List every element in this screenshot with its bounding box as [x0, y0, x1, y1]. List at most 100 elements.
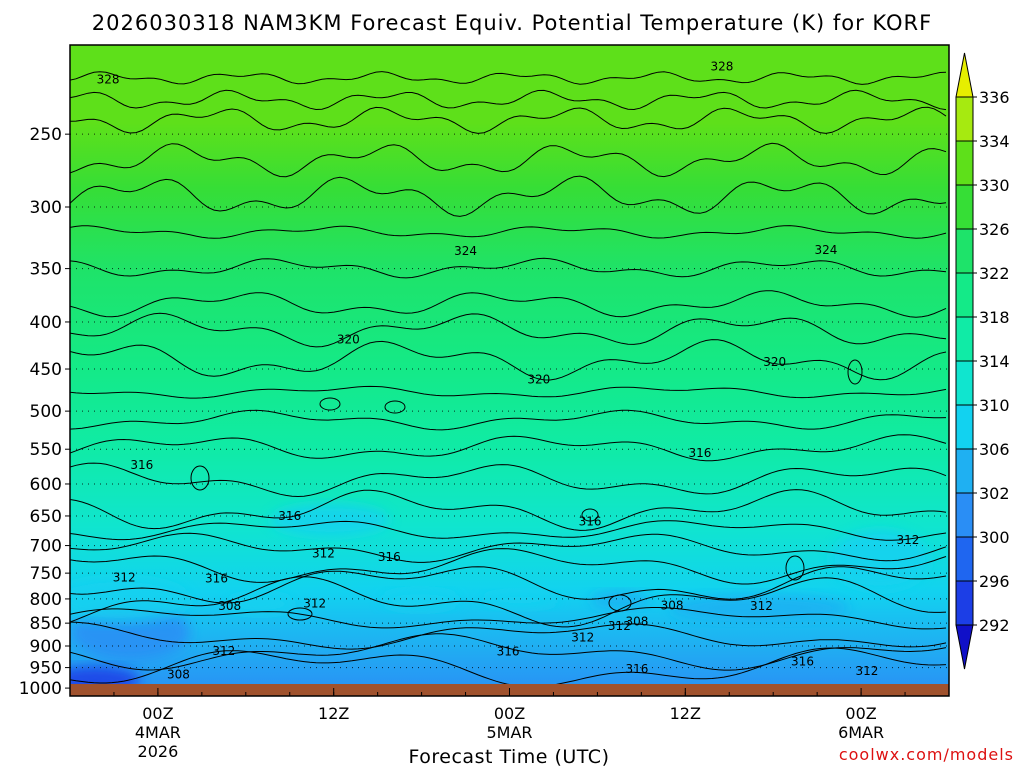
- contour-label: 316: [626, 662, 649, 676]
- contour-line: [70, 142, 947, 178]
- x-tick-label: 2026: [138, 742, 179, 761]
- x-tick-label: 00Z: [845, 704, 876, 723]
- field-anomaly: [70, 578, 190, 622]
- contour-line: [70, 520, 947, 541]
- y-tick-label: 550: [30, 440, 62, 460]
- colorbar-label: 310: [979, 396, 1010, 415]
- contour-label: 312: [212, 644, 235, 658]
- colorbar-swatch: [955, 360, 974, 406]
- x-axis-label: Forecast Time (UTC): [409, 746, 610, 768]
- x-tick-label: 00Z: [142, 704, 173, 723]
- contour-label: 312: [750, 599, 773, 613]
- colorbar-swatch: [955, 140, 974, 186]
- contour-label: 316: [791, 655, 814, 669]
- y-tick-label: 350: [30, 260, 62, 280]
- contour-lines: [70, 71, 947, 688]
- y-tick-label: 1000: [19, 679, 62, 699]
- contour-line: [70, 106, 947, 134]
- colorbar-label: 334: [979, 132, 1010, 151]
- contour-label: 316: [278, 509, 301, 523]
- field-anomaly: [225, 594, 295, 614]
- field-anomaly: [670, 594, 850, 622]
- colorbar-swatch: [955, 316, 974, 362]
- contour-line: [70, 225, 947, 239]
- colorbar-label: 318: [979, 308, 1010, 327]
- contour-label: 320: [527, 373, 550, 387]
- y-tick-label: 850: [30, 614, 62, 634]
- contour-label: 316: [378, 550, 401, 564]
- contour-label: 316: [130, 458, 153, 472]
- plot-background: [70, 45, 949, 696]
- colorbar-swatch: [955, 228, 974, 274]
- x-tick-label: 4MAR: [135, 723, 181, 742]
- colorbar-low-arrow: [955, 624, 974, 670]
- y-tick-label: 250: [30, 125, 62, 145]
- contour-label: 308: [218, 599, 241, 613]
- y-tick-label: 800: [30, 590, 62, 610]
- contour-label: 316: [579, 514, 602, 528]
- colorbar-label: 300: [979, 528, 1010, 547]
- y-axis: 250 300 350 400 450 500 550 600 650 700 750 800 850 9…: [19, 125, 70, 699]
- x-tick-label: 6MAR: [838, 723, 884, 742]
- colorbar-label: 314: [979, 352, 1010, 371]
- contour-loop: [581, 508, 599, 522]
- field-anomaly: [480, 592, 560, 608]
- colorbar-label: 292: [979, 616, 1010, 635]
- contour-label: 324: [814, 243, 837, 257]
- contour-labels: 328 328 324 324 320 320 320 316 316 316 316 316 316 3…: [97, 59, 920, 681]
- field-anomaly: [270, 504, 390, 536]
- contour-line: [70, 576, 947, 628]
- colorbar-swatch: [955, 404, 974, 450]
- y-tick-label: 900: [30, 637, 62, 657]
- contour-loop: [319, 397, 341, 411]
- x-tick-label: 5MAR: [486, 723, 532, 742]
- plot-area: 328 328 324 324 320 320 320 316 316 316 316 316 316 3…: [69, 44, 950, 697]
- colorbar-swatch: [955, 580, 974, 626]
- contour-label: 312: [312, 546, 335, 560]
- contour-label: 328: [97, 72, 120, 86]
- contour-label: 308: [661, 598, 684, 612]
- contour-label: 312: [608, 619, 631, 633]
- contour-label: 320: [763, 355, 786, 369]
- colorbar-label: 322: [979, 264, 1010, 283]
- contour-loop: [384, 400, 406, 414]
- colorbar-swatch: [955, 448, 974, 494]
- contour-label: 312: [113, 570, 136, 584]
- y-tick-label: 500: [30, 402, 62, 422]
- contour-line: [70, 462, 947, 498]
- y-tick-label: 750: [30, 564, 62, 584]
- contour-loop: [287, 607, 313, 621]
- y-tick-label: 700: [30, 537, 62, 557]
- contour-line: [70, 633, 947, 671]
- contour-line: [70, 607, 947, 630]
- contour-label: 312: [856, 664, 879, 678]
- contour-loop: [608, 594, 632, 612]
- contour-label: 328: [710, 59, 733, 73]
- colorbar-swatch: [955, 492, 974, 538]
- contour-line: [70, 548, 947, 585]
- colorbar-label: 302: [979, 484, 1010, 503]
- field-anomaly: [380, 590, 460, 610]
- x-tick-label: 12Z: [318, 704, 349, 723]
- contour-line: [70, 566, 947, 604]
- colorbar-label: 296: [979, 572, 1010, 591]
- contour-line: [70, 71, 947, 85]
- contour-line: [70, 621, 947, 650]
- contour-line: [70, 89, 947, 111]
- contour-label: 312: [303, 596, 326, 610]
- contour-line: [70, 312, 947, 348]
- x-tick-label: 12Z: [670, 704, 701, 723]
- field-anomaly: [590, 591, 650, 609]
- colorbar-label: 336: [979, 88, 1010, 107]
- contour-label: 316: [688, 446, 711, 460]
- contour-label: 320: [337, 333, 360, 347]
- y-tick-label: 450: [30, 360, 62, 380]
- colorbar-high-arrow: [955, 52, 974, 98]
- contour-label: 324: [454, 244, 477, 258]
- colorbar-swatch: [955, 536, 974, 582]
- y-tick-label: 650: [30, 507, 62, 527]
- colorbar-swatch: [955, 272, 974, 318]
- y-tick-label: 300: [30, 198, 62, 218]
- y-tick-label: 950: [30, 659, 62, 679]
